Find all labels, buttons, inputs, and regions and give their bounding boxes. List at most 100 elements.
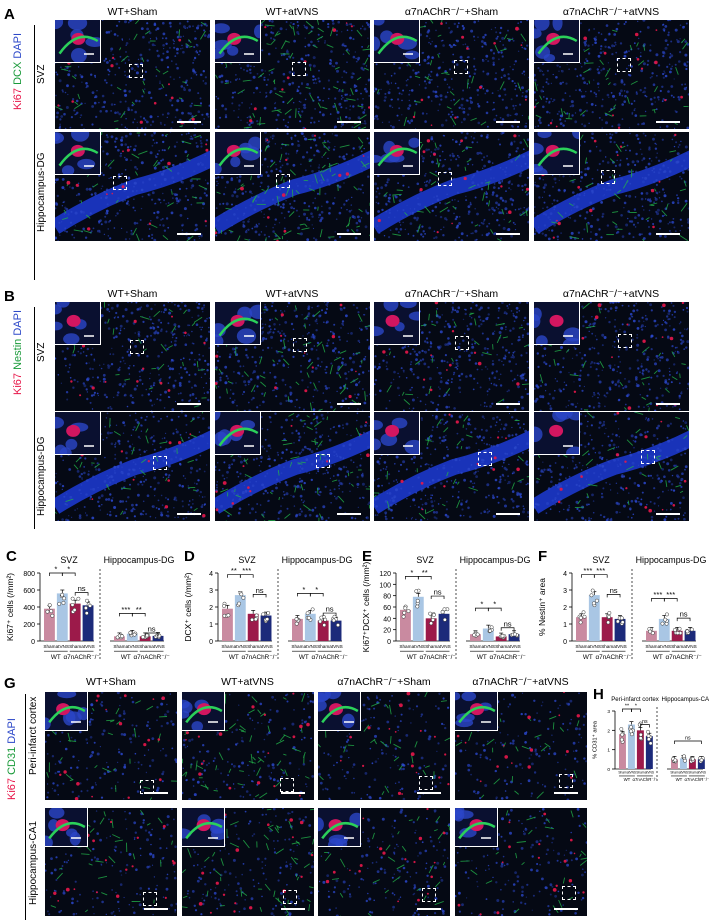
sig-label: * [54, 565, 57, 574]
data-point [619, 727, 624, 732]
category-label: Sham [317, 644, 329, 649]
data-point [403, 606, 408, 611]
roi-box [438, 172, 452, 186]
scale-bar [496, 233, 520, 235]
stain-dcx-a: DCX [12, 61, 24, 85]
sig-bracket [430, 595, 445, 600]
data-point [57, 601, 62, 606]
ylabel-f: % Nestin⁺ area [537, 578, 547, 636]
ylabel-h: % CD31⁺ area [591, 720, 598, 759]
inset-zoom [454, 692, 498, 731]
data-point [306, 615, 311, 620]
data-point [595, 598, 599, 603]
data-point [49, 609, 54, 614]
col-title-g-0: WT+Sham [86, 676, 136, 688]
roi-box [279, 778, 294, 792]
data-point [70, 602, 75, 607]
data-point [239, 592, 244, 597]
data-point [682, 754, 686, 759]
roi-box [113, 176, 127, 190]
sig-bracket [239, 574, 254, 578]
data-point [336, 623, 340, 628]
data-point [682, 758, 687, 763]
roi-box [640, 450, 655, 464]
sig-label: ns [680, 610, 688, 619]
data-point [60, 592, 65, 597]
scale-bar [496, 513, 520, 515]
y-tick-label: 2 [209, 605, 213, 612]
roi-box [616, 58, 631, 72]
y-tick-label: 800 [23, 571, 35, 578]
roi-box [561, 886, 576, 900]
group-label: WT [624, 777, 631, 782]
micrograph-b-r1-c0 [55, 412, 210, 521]
micrograph-b-r0-c1 [214, 302, 370, 411]
region-label: SVZ [416, 555, 434, 565]
bar-h-0-1 [627, 724, 635, 769]
data-point [589, 593, 594, 598]
row-label-b-svz: SVZ [36, 342, 47, 362]
ylabel-d: DCX⁺ cells (/mm²) [183, 572, 193, 641]
data-point [620, 620, 625, 625]
data-point [690, 756, 695, 761]
stain-cd31-g: CD31 [6, 746, 18, 775]
bar-e-1-2 [495, 636, 507, 641]
y-tick-label: 100 [379, 582, 391, 589]
y-tick-label: 80 [383, 594, 391, 601]
micrograph-b-r0-c0 [55, 302, 210, 411]
data-point [629, 729, 633, 734]
row-label-g-cortex: Peri-infarct cortex [28, 696, 39, 775]
sig-label: ns [148, 625, 156, 634]
data-point [440, 610, 445, 614]
data-point [145, 633, 149, 638]
sig-label: ns [78, 584, 86, 593]
micrograph-a-r0-c1 [214, 20, 370, 129]
sig-label: * [480, 600, 483, 609]
stain-label-a: Ki67 DCX DAPI [12, 33, 24, 110]
micrograph-a-r0-c0 [55, 20, 210, 129]
scale-bar [655, 513, 680, 515]
bar-f-0-1 [588, 595, 600, 641]
bar-e-1-1 [482, 628, 494, 641]
stain-nestin-b: Nestin [12, 338, 24, 370]
y-tick-label: 0 [31, 639, 35, 646]
divider-a [34, 25, 35, 280]
micrograph-a-r1-c2 [374, 132, 529, 241]
inset-zoom [533, 132, 580, 175]
bar-d-1-2 [317, 620, 329, 641]
sig-label: *** [653, 590, 662, 599]
data-point [619, 616, 624, 621]
sig-label: ** [422, 568, 428, 577]
stain-ki67-g: Ki67 [6, 777, 18, 800]
category-label: atVNS [81, 644, 94, 649]
row-label-a-svz: SVZ [36, 64, 47, 84]
data-point [607, 611, 612, 615]
category-label: Sham [43, 644, 55, 649]
category-label: Sham [247, 644, 259, 649]
sig-bracket [676, 617, 691, 622]
bar-f-0-0 [576, 617, 587, 641]
region-label: Hippocampus-DG [636, 555, 707, 565]
group-label: α7nAChR⁻/⁻ [64, 654, 100, 661]
panel-letter-c: C [6, 548, 17, 565]
sig-label: *** [121, 605, 130, 614]
group-label: α7nAChR⁻/⁻ [490, 654, 526, 661]
ylabel-c: Ki67⁺ cells (/mm²) [5, 573, 15, 641]
y-tick-label: 0 [607, 767, 610, 773]
group-label: WT [583, 654, 593, 661]
bar-c-0-0 [44, 608, 55, 641]
sig-bracket [500, 627, 515, 631]
y-tick-label: 600 [23, 588, 35, 595]
roi-box [143, 892, 157, 906]
data-point [402, 610, 407, 615]
data-point [615, 619, 620, 624]
stain-ki67-a: Ki67 [12, 87, 24, 110]
data-point [401, 614, 406, 619]
micrograph-a-r0-c3 [533, 20, 689, 129]
stain-ki67-b: Ki67 [12, 372, 24, 395]
y-tick-label: 3 [209, 588, 213, 595]
sig-bracket [322, 612, 337, 617]
region-label: SVZ [60, 555, 78, 565]
data-point [620, 732, 625, 737]
region-label: Hippocampus-CA1 [661, 696, 709, 703]
